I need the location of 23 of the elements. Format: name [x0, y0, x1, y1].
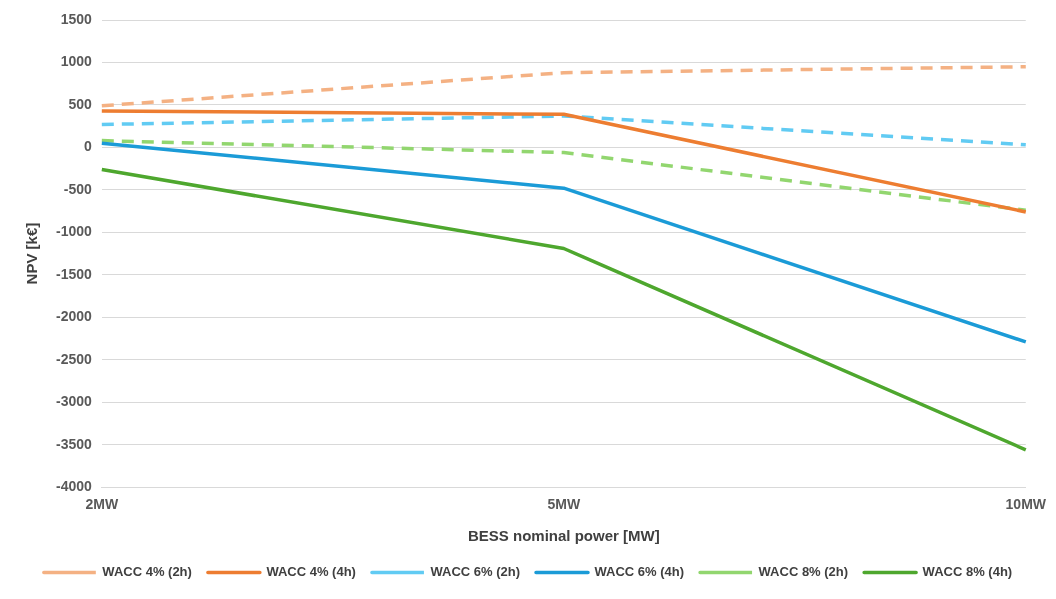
- y-tick-label: -500: [63, 180, 93, 197]
- x-axis-title: BESS nominal power [MW]: [467, 527, 660, 545]
- y-axis-title: NPV [k€]: [23, 222, 41, 285]
- legend-label: WACC 4% (2h): [102, 564, 192, 580]
- legend-label: WACC 4% (4h): [266, 564, 356, 580]
- y-tick-label: -2500: [55, 350, 93, 367]
- legend-label: WACC 6% (2h): [430, 564, 520, 580]
- y-tick-label: -3500: [55, 435, 93, 452]
- y-tick-label: 0: [84, 138, 93, 155]
- y-tick-label: 500: [68, 95, 93, 112]
- legend-label: WACC 6% (4h): [594, 564, 685, 580]
- y-tick-label: -1500: [55, 265, 93, 282]
- y-tick-label: -3000: [55, 393, 93, 410]
- legend-label: WACC 8% (2h): [758, 564, 849, 580]
- x-tick-label: 5MW: [547, 496, 581, 513]
- x-tick-label: 10MW: [1005, 496, 1047, 513]
- y-tick-label: -2000: [55, 308, 93, 325]
- y-tick-label: -1000: [55, 223, 93, 240]
- x-tick-label: 2MW: [85, 496, 119, 513]
- y-tick-label: 1000: [60, 53, 93, 70]
- legend-label: WACC 8% (4h): [922, 564, 1013, 580]
- y-tick-label: -4000: [55, 478, 93, 495]
- y-tick-label: 1500: [60, 10, 93, 27]
